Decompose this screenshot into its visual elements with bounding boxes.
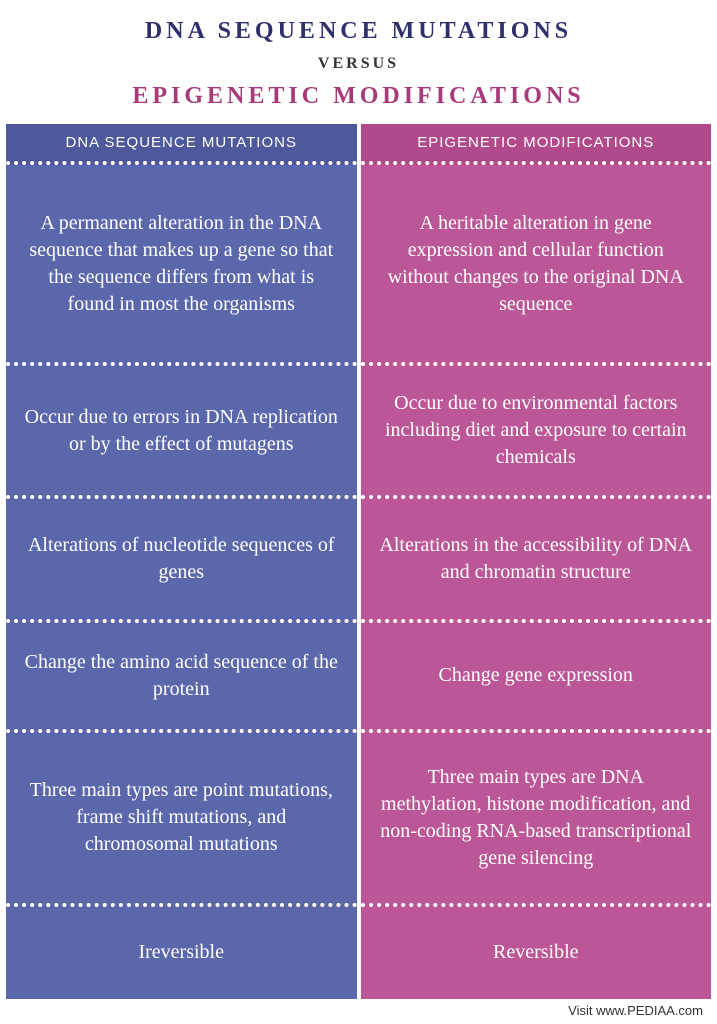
right-cell: Alterations in the accessibility of DNA … — [361, 499, 712, 623]
right-column: EPIGENETIC MODIFICATIONS A heritable alt… — [361, 124, 712, 999]
header: DNA SEQUENCE MUTATIONS VERSUS EPIGENETIC… — [0, 0, 717, 124]
left-cell: Occur due to errors in DNA replication o… — [6, 366, 357, 499]
right-cell: Change gene expression — [361, 623, 712, 733]
left-cell: Change the amino acid sequence of the pr… — [6, 623, 357, 733]
right-cell: Occur due to environmental factors inclu… — [361, 366, 712, 499]
right-cell: Three main types are DNA methylation, hi… — [361, 733, 712, 907]
left-cell: Ireversible — [6, 907, 357, 999]
title-right: EPIGENETIC MODIFICATIONS — [10, 83, 707, 110]
comparison-columns: DNA SEQUENCE MUTATIONS A permanent alter… — [0, 124, 717, 999]
title-left: DNA SEQUENCE MUTATIONS — [10, 18, 707, 45]
left-cell: A permanent alteration in the DNA sequen… — [6, 165, 357, 366]
footer-credit: Visit www.PEDIAA.com — [0, 999, 717, 1024]
left-column-header: DNA SEQUENCE MUTATIONS — [6, 124, 357, 165]
left-column: DNA SEQUENCE MUTATIONS A permanent alter… — [6, 124, 357, 999]
right-cell: A heritable alteration in gene expressio… — [361, 165, 712, 366]
left-cell: Three main types are point mutations, fr… — [6, 733, 357, 907]
infographic-container: DNA SEQUENCE MUTATIONS VERSUS EPIGENETIC… — [0, 0, 717, 1024]
versus-label: VERSUS — [10, 55, 707, 73]
right-column-header: EPIGENETIC MODIFICATIONS — [361, 124, 712, 165]
right-cell: Reversible — [361, 907, 712, 999]
left-cell: Alterations of nucleotide sequences of g… — [6, 499, 357, 623]
